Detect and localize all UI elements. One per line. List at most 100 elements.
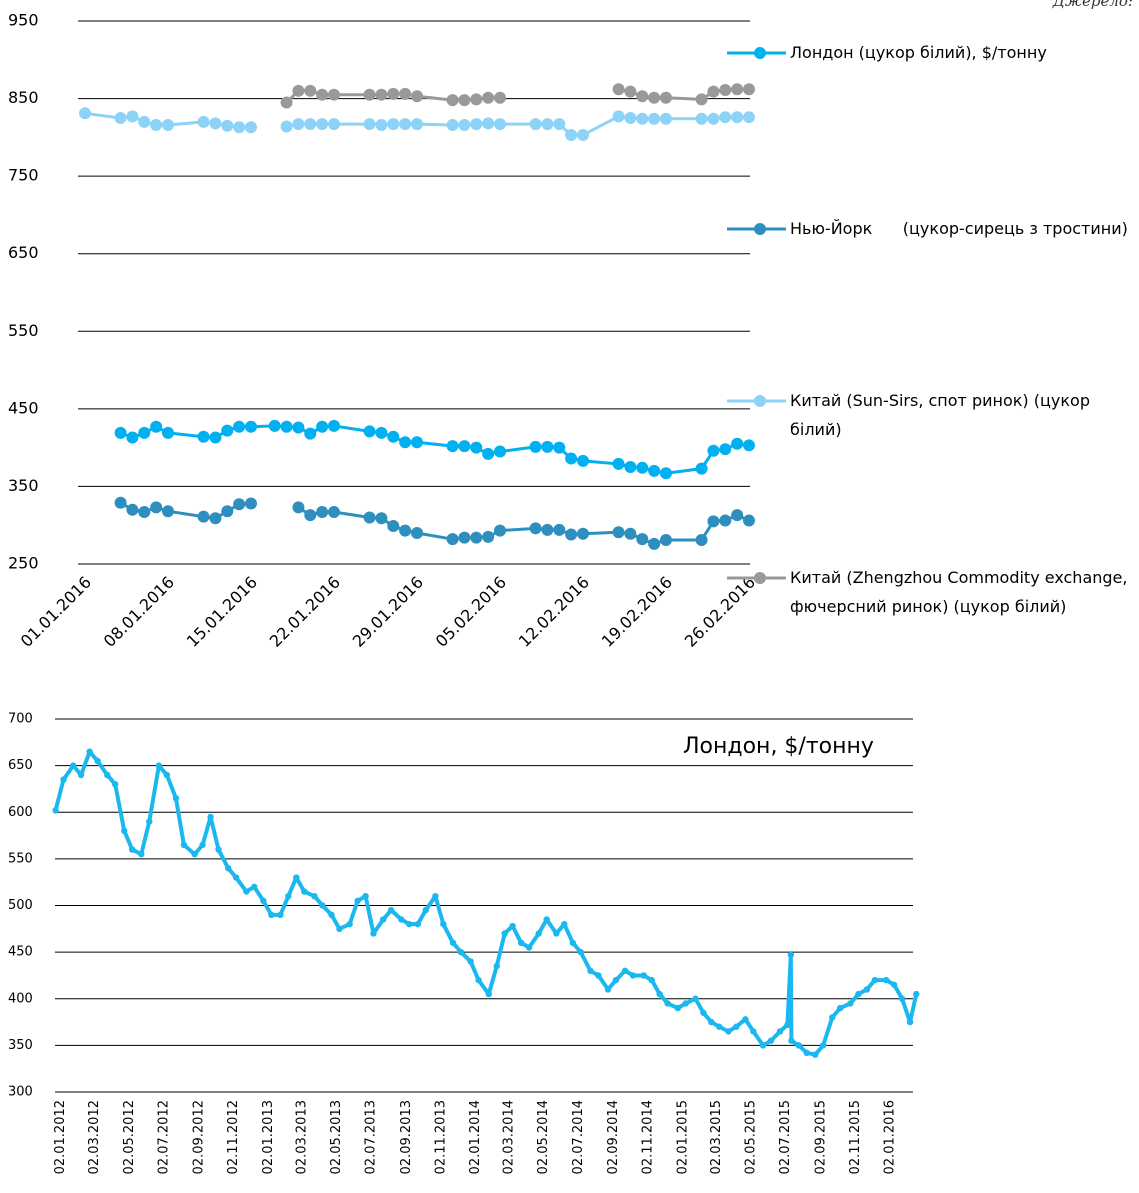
data-point xyxy=(79,107,91,120)
data-point xyxy=(328,506,340,519)
data-point xyxy=(525,944,533,951)
data-point xyxy=(612,976,620,984)
data-point xyxy=(509,922,516,930)
data-point xyxy=(707,515,720,528)
data-point xyxy=(446,94,459,107)
y-tick-label: 550 xyxy=(8,851,33,866)
data-point xyxy=(648,537,661,550)
data-point xyxy=(660,112,672,125)
y-tick-label: 450 xyxy=(8,945,33,960)
x-tick-label: 02.07.2015 xyxy=(778,1100,793,1174)
data-point xyxy=(759,1042,767,1049)
data-point xyxy=(731,437,744,450)
data-point xyxy=(648,91,661,104)
x-tick-label: 02.01.2014 xyxy=(468,1100,483,1174)
data-point xyxy=(664,1000,671,1007)
data-point xyxy=(328,88,340,101)
data-point xyxy=(162,426,174,439)
data-point xyxy=(221,505,234,518)
data-point xyxy=(648,464,661,477)
x-tick-label: 02.09.2013 xyxy=(399,1100,414,1174)
data-point xyxy=(847,1000,854,1007)
data-point xyxy=(577,527,589,540)
data-point xyxy=(890,981,898,988)
legend-marker xyxy=(754,47,766,59)
series-line xyxy=(119,501,252,520)
data-point xyxy=(304,427,317,440)
x-tick-label: 02.07.2014 xyxy=(571,1100,586,1174)
data-point xyxy=(304,118,317,131)
data-point xyxy=(517,939,525,946)
data-point xyxy=(243,888,250,895)
data-point xyxy=(197,115,210,128)
data-point xyxy=(387,519,400,532)
data-point xyxy=(541,523,554,536)
legend-label: Лондон (цукор білий), $/тонну xyxy=(790,43,1047,62)
x-tick-label: 05.02.2016 xyxy=(432,573,510,651)
data-point xyxy=(604,986,612,993)
data-point xyxy=(577,454,589,467)
data-point xyxy=(565,528,578,541)
data-point xyxy=(695,112,708,125)
data-point xyxy=(640,972,647,979)
data-point xyxy=(191,851,198,858)
data-point xyxy=(795,1042,802,1049)
y-tick-label: 550 xyxy=(8,321,39,340)
data-point xyxy=(743,111,755,124)
data-point xyxy=(292,84,305,97)
x-tick-label: 08.01.2016 xyxy=(100,573,178,651)
data-point xyxy=(674,1004,682,1012)
data-point xyxy=(280,96,293,109)
x-tick-label: 02.11.2012 xyxy=(226,1100,241,1174)
data-point xyxy=(336,925,343,933)
series-line xyxy=(53,749,919,1057)
y-tick-label: 400 xyxy=(8,991,33,1006)
data-point xyxy=(898,995,906,1002)
data-point xyxy=(565,452,578,465)
data-point xyxy=(224,865,232,872)
data-point xyxy=(172,795,180,802)
data-point xyxy=(624,527,637,540)
x-tick-label: 02.03.2012 xyxy=(87,1100,102,1174)
data-point xyxy=(114,426,127,439)
data-point xyxy=(458,440,471,453)
data-point xyxy=(375,118,388,131)
legend-marker xyxy=(754,395,766,407)
data-point xyxy=(126,503,139,516)
data-point xyxy=(660,91,672,104)
data-point xyxy=(245,420,257,433)
x-tick-label: 26.02.2016 xyxy=(681,573,759,651)
data-point xyxy=(494,118,506,131)
data-point xyxy=(94,757,101,765)
data-point xyxy=(411,90,423,103)
data-point xyxy=(86,748,93,755)
y-tick-label: 350 xyxy=(8,476,39,495)
series-line xyxy=(286,114,749,137)
data-point xyxy=(457,948,465,956)
data-point xyxy=(280,120,293,133)
data-point xyxy=(883,976,890,984)
data-point xyxy=(232,874,240,881)
data-point xyxy=(245,497,257,510)
data-point xyxy=(660,467,672,480)
x-tick-label: 22.01.2016 xyxy=(266,573,344,651)
data-point xyxy=(719,111,732,124)
data-point xyxy=(399,436,412,449)
data-point xyxy=(553,118,566,131)
data-point xyxy=(146,818,153,825)
data-point xyxy=(482,447,495,460)
x-tick-label: 29.01.2016 xyxy=(349,573,427,651)
data-point xyxy=(494,445,506,458)
data-point xyxy=(387,87,400,100)
data-point xyxy=(529,522,542,535)
data-point xyxy=(595,972,602,979)
y-tick-label: 350 xyxy=(8,1038,33,1053)
data-point xyxy=(612,110,625,123)
data-point xyxy=(660,533,672,546)
data-point xyxy=(776,1028,784,1035)
data-point xyxy=(209,117,222,130)
y-tick-label: 500 xyxy=(8,898,33,913)
data-point xyxy=(485,990,492,998)
data-point xyxy=(432,892,439,900)
